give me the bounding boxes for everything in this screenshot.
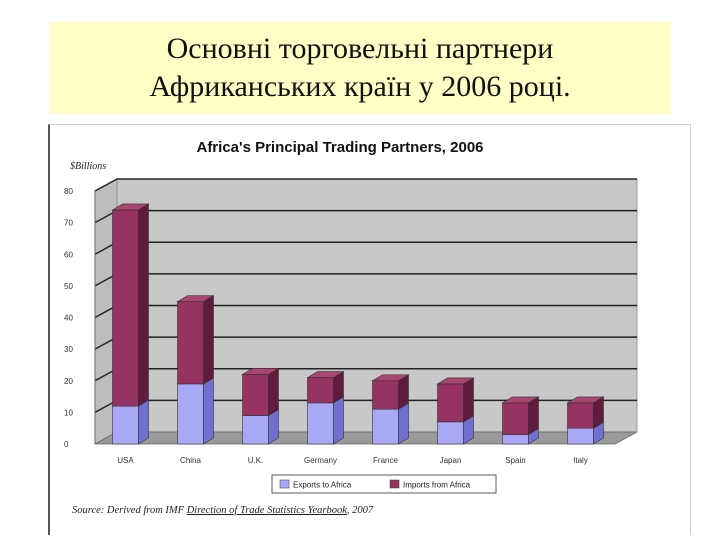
source-prefix: Source: Derived from IMF xyxy=(72,505,187,516)
bar-segment xyxy=(242,409,279,445)
chart-figure: Africa's Principal Trading Partners, 200… xyxy=(48,124,691,535)
bar-side xyxy=(333,396,344,445)
bar-side xyxy=(463,377,474,423)
y-tick-label: 10 xyxy=(64,408,73,417)
slide-title: Основні торговельні партнери Африканськи… xyxy=(50,22,670,114)
bar-top xyxy=(566,396,605,404)
legend-swatch xyxy=(389,479,400,489)
bar-front xyxy=(112,209,139,407)
legend-box xyxy=(271,474,497,494)
legend: Exports to Africa Imports from Africa xyxy=(271,474,497,494)
source-suffix: , 2007 xyxy=(346,505,374,516)
bar-front xyxy=(307,402,334,445)
y-tick-label: 60 xyxy=(64,250,73,259)
bar-top xyxy=(176,295,215,302)
bar-side xyxy=(268,367,279,417)
bar-segment xyxy=(307,396,344,445)
bar-front xyxy=(437,383,464,423)
bar-side xyxy=(528,396,539,436)
bar-front xyxy=(437,421,464,445)
bar-segment xyxy=(436,377,475,423)
bar-side xyxy=(138,203,149,407)
source-note: Source: Derived from IMF Direction of Tr… xyxy=(72,505,373,516)
legend-swatch xyxy=(279,479,290,489)
slide-title-line-1: Основні торговельні партнери xyxy=(166,32,554,65)
bar-front xyxy=(502,434,529,445)
bar-segment xyxy=(371,374,410,410)
source-publication: Direction of Trade Statistics Yearbook xyxy=(186,505,347,516)
bar-front xyxy=(242,374,269,416)
bar-top xyxy=(501,396,540,404)
bar-segment xyxy=(501,396,540,436)
legend-label: Imports from Africa xyxy=(403,481,471,490)
bar-side xyxy=(398,402,409,445)
x-tick-label: Italy xyxy=(573,456,588,465)
bar-top xyxy=(306,371,345,378)
bar-segment xyxy=(306,371,345,404)
bar-front xyxy=(567,427,594,445)
x-tick-label: France xyxy=(373,456,398,465)
y-tick-label: 0 xyxy=(64,440,69,449)
x-tick-label: USA xyxy=(117,456,134,465)
plot-area: 0 10 20 30 40 50 60 70 80 USA China U.K. Germany Fran… xyxy=(64,178,638,465)
bar-front xyxy=(112,405,139,445)
bar-front xyxy=(372,408,399,445)
bar-side xyxy=(203,295,214,385)
y-axis-label: $Billions xyxy=(70,161,106,172)
x-tick-label: U.K. xyxy=(248,456,264,465)
bar-side xyxy=(138,399,149,445)
bar-top xyxy=(436,377,475,385)
slide-title-line-2: Африканських країн у 2006 році. xyxy=(149,70,571,103)
bar-segment xyxy=(177,377,214,445)
bar-segment xyxy=(176,295,215,385)
y-tick-label: 70 xyxy=(64,219,73,228)
bar-top xyxy=(241,368,280,375)
x-tick-label: China xyxy=(180,456,201,465)
chart-svg: Africa's Principal Trading Partners, 200… xyxy=(64,139,638,494)
y-tick-label: 20 xyxy=(64,377,73,386)
y-tick-label: 80 xyxy=(64,187,73,196)
bar-top xyxy=(111,203,150,211)
bar-front xyxy=(567,402,594,429)
bar-front xyxy=(372,380,399,410)
bar-top xyxy=(371,374,410,382)
y-tick-label: 30 xyxy=(64,345,73,354)
y-tick-label: 40 xyxy=(64,314,73,323)
bar-segment xyxy=(111,203,150,407)
bar-front xyxy=(177,301,204,385)
y-tick-label: 50 xyxy=(64,282,73,291)
plot-floor xyxy=(94,431,638,445)
bar-front xyxy=(177,383,204,445)
legend-label: Exports to Africa xyxy=(293,481,352,490)
bar-segment xyxy=(566,396,605,429)
bar-segment xyxy=(241,367,280,417)
x-tick-label: Spain xyxy=(505,456,525,465)
bar-segment xyxy=(112,399,149,445)
gridline xyxy=(94,178,637,192)
bar-side xyxy=(203,377,214,445)
chart-title: Africa's Principal Trading Partners, 200… xyxy=(196,139,483,156)
x-tick-label: Germany xyxy=(304,456,337,465)
bar-front xyxy=(502,402,529,435)
bar-front xyxy=(307,377,334,404)
bar-front xyxy=(242,415,269,445)
x-tick-label: Japan xyxy=(440,456,462,465)
